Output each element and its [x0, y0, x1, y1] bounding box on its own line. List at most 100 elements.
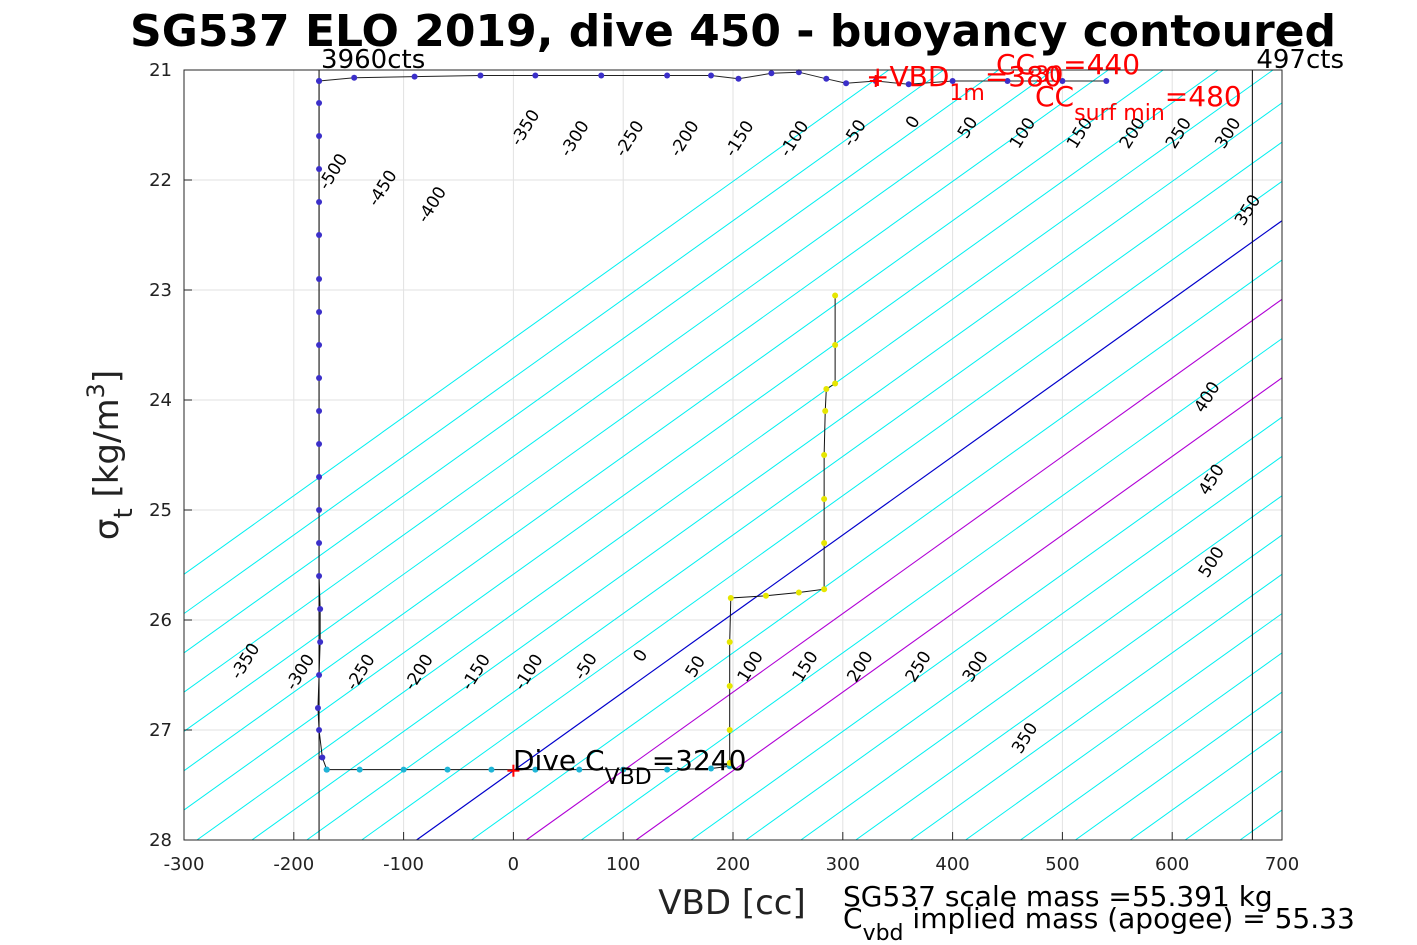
x-tick-label: 300: [826, 854, 860, 875]
ccsurf-value: =480: [1165, 80, 1242, 113]
x-axis-label: VBD [cc]: [658, 883, 806, 923]
y-axis-label-unit: [kg/m: [87, 398, 127, 508]
data-point: [726, 760, 733, 766]
data-point: [832, 380, 839, 387]
data-point: [316, 540, 323, 546]
vbd-1m-label: +VBD1m=380: [866, 60, 1062, 106]
data-point: [735, 75, 742, 82]
data-point: [726, 727, 733, 733]
contour-line-250: [690, 416, 1282, 840]
data-point: [708, 765, 715, 772]
x-tick-label: -100: [383, 854, 424, 875]
y-tick-label: 23: [149, 280, 172, 301]
data-point: [316, 309, 323, 315]
ccsurf-sub: surf min: [1074, 101, 1165, 126]
y-tick-label: 21: [149, 60, 172, 81]
contour-line--200: [196, 70, 1274, 840]
contour-line--250: [184, 70, 1219, 811]
y-axis-label-main: σ: [87, 519, 127, 541]
y-tick-label: 24: [149, 390, 172, 411]
buoyancy-contours: [184, 70, 1282, 840]
x-tick-label: 500: [1045, 854, 1079, 875]
data-point: [843, 80, 850, 87]
x-tick-label: 200: [716, 854, 750, 875]
data-point: [317, 639, 324, 645]
data-point: [823, 75, 830, 82]
data-point: [1103, 78, 1110, 84]
y-tick-label: 25: [149, 500, 172, 521]
data-point: [316, 133, 323, 139]
x-tick-label: 400: [935, 854, 969, 875]
vbd-1m-value: =380: [985, 60, 1062, 93]
contour-line-550: [1020, 652, 1282, 840]
y-tick-label: 22: [149, 170, 172, 191]
data-point: [664, 766, 671, 773]
dive-cvbd-label: Dive CVBD=3240: [513, 744, 746, 790]
contour-line-300: [745, 455, 1282, 840]
footer-implied-mass: Cvbd implied mass (apogee) = 55.33: [843, 902, 1355, 945]
axis-ticks: -300 -200 -100 0 100 200 300 400 500 600 700 21 22 23…: [149, 60, 1299, 875]
data-point: [1004, 78, 1011, 84]
x-tick-label: 0: [508, 854, 519, 875]
cc30-value: =440: [1063, 48, 1140, 81]
y-axis-label-close: ]: [87, 370, 127, 383]
contour-line--400: [184, 70, 1054, 693]
data-point: [316, 78, 323, 84]
data-point: [905, 81, 912, 88]
data-point: [488, 766, 495, 773]
footer-implied-rest: implied mass (apogee) = 55.33: [904, 902, 1355, 935]
data-point: [821, 540, 828, 546]
footer-scale-mass: SG537 scale mass =55.391 kg: [843, 880, 1273, 913]
footer-implied-main: C: [843, 902, 863, 935]
contour-line--50: [361, 180, 1282, 840]
series-line-ascent: [729, 295, 836, 763]
data-point: [316, 166, 323, 172]
annotations: [507, 75, 882, 777]
data-point: [323, 766, 330, 773]
data-point: [411, 73, 418, 80]
data-point: [316, 507, 323, 513]
data-point: [822, 408, 829, 414]
data-point: [316, 342, 323, 348]
data-point: [316, 232, 323, 238]
data-point: [598, 72, 605, 79]
data-point: [821, 452, 828, 458]
data-point: [832, 292, 839, 299]
contour-line--450: [184, 70, 999, 654]
data-point: [400, 766, 407, 773]
contour-line-400: [855, 534, 1282, 840]
data-point: [317, 606, 324, 612]
data-point: [821, 496, 828, 502]
data-point: [532, 72, 539, 79]
data-point: [832, 342, 839, 348]
data-point: [314, 705, 321, 711]
y-axis-label: σt [kg/m3]: [82, 370, 139, 540]
data-point: [477, 72, 484, 79]
data-point: [319, 754, 326, 761]
contour-line-100: [526, 298, 1282, 840]
data-point: [356, 766, 363, 773]
contour-line-150: [580, 337, 1282, 840]
y-axis-label-sup: 3: [82, 383, 110, 398]
dive-cvbd-sub: VBD: [605, 765, 652, 790]
data-point: [727, 595, 734, 601]
data-point: [823, 386, 830, 392]
contour-line--300: [184, 70, 1164, 772]
footer-implied-sub: vbd: [863, 921, 904, 945]
contour-line-450: [910, 573, 1282, 840]
data-point: [821, 586, 828, 593]
contour-line--350: [184, 70, 1109, 733]
contour-line-600: [1075, 691, 1282, 840]
data-point: [316, 276, 323, 282]
cc30-sub: 30: [1035, 63, 1063, 88]
data-series: [314, 69, 1110, 773]
data-point: [316, 573, 323, 579]
contour-line--500: [184, 70, 944, 615]
contour-line-200: [635, 377, 1282, 840]
y-tick-label: 27: [149, 720, 172, 741]
data-point: [664, 72, 671, 79]
x-tick-label: 600: [1155, 854, 1189, 875]
contour-line-350: [800, 495, 1282, 840]
chart-title: SG537 ELO 2019, dive 450 - buoyancy cont…: [130, 6, 1336, 57]
